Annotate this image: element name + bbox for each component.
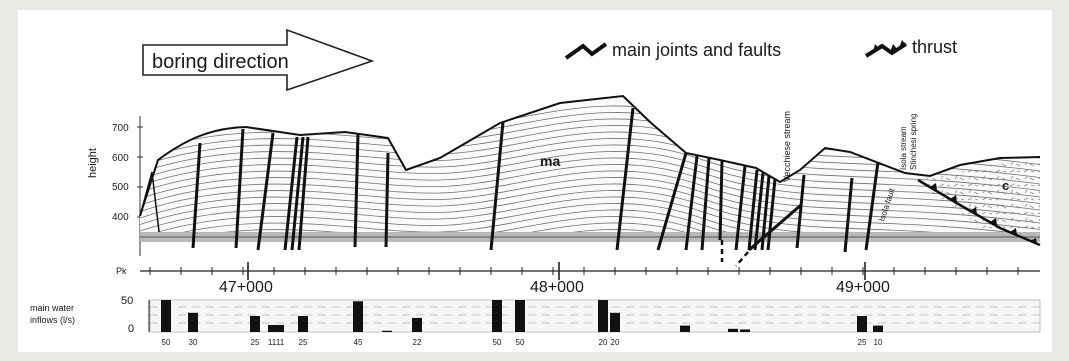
inflow-bar bbox=[412, 317, 422, 332]
fault-line bbox=[353, 132, 360, 248]
joints-legend-label: main joints and faults bbox=[612, 40, 781, 60]
vecchiese-stream-label: Vecchiese stream bbox=[782, 111, 792, 182]
height-tick-500: 500 bbox=[112, 182, 129, 193]
fault-line bbox=[795, 174, 806, 249]
height-tick-400: 400 bbox=[112, 212, 129, 223]
fault-line bbox=[283, 136, 299, 251]
stinchesi-spring-label: Stinchesi spring bbox=[909, 114, 918, 170]
fault-line bbox=[290, 136, 305, 251]
inflow-bar bbox=[873, 325, 883, 332]
inflow-bar bbox=[188, 312, 198, 332]
joint-line-icon bbox=[564, 42, 608, 60]
inflow-bar bbox=[680, 325, 690, 332]
unit-ma-label: ma bbox=[540, 153, 560, 169]
fault-line bbox=[843, 177, 854, 253]
inflow-axis-title-1: main water bbox=[30, 303, 74, 313]
inflow-bar bbox=[610, 312, 620, 332]
inflow-bar-label: 22 bbox=[413, 338, 422, 347]
inflow-bar bbox=[161, 300, 171, 332]
height-tick-600: 600 bbox=[112, 153, 129, 164]
fault-line bbox=[615, 107, 635, 251]
height-axis: height 700 600 500 400 bbox=[87, 116, 143, 256]
chainage-prefix: Pk bbox=[116, 266, 127, 276]
water-inflow-chart: main water inflows (l/s) 50 0 50 30 25 11 11… bbox=[30, 295, 1041, 347]
fault-line bbox=[384, 152, 390, 248]
height-tick-700: 700 bbox=[112, 123, 129, 134]
inflow-bar bbox=[598, 300, 608, 332]
fault-line bbox=[747, 169, 759, 251]
inflow-bar-label: 50 bbox=[493, 338, 502, 347]
fault-line bbox=[656, 152, 688, 251]
inflow-bar bbox=[382, 330, 392, 332]
fault-line bbox=[864, 161, 880, 251]
inflow-tick-0: 0 bbox=[128, 323, 134, 335]
inflow-bar bbox=[298, 316, 308, 332]
inferred-fault-line bbox=[735, 251, 749, 267]
inflow-bar bbox=[728, 328, 738, 332]
inflow-tick-50: 50 bbox=[121, 295, 133, 307]
isola-stream-label: Isola stream bbox=[899, 126, 908, 170]
inflow-bar-label: 50 bbox=[162, 338, 171, 347]
inferred-faults-group bbox=[720, 240, 749, 267]
faults-group bbox=[191, 107, 880, 253]
unit-c-label: c bbox=[1002, 178, 1009, 193]
fault-line bbox=[766, 178, 777, 251]
chainage-47000: 47+000 bbox=[219, 279, 273, 296]
inflow-bar-label: 11 bbox=[268, 338, 277, 347]
boring-direction-label: boring direction bbox=[152, 51, 289, 73]
fault-line bbox=[256, 132, 275, 251]
stratum-line bbox=[140, 138, 1040, 191]
inflow-bar-label: 25 bbox=[858, 338, 867, 347]
inflow-bar-label: 20 bbox=[611, 338, 620, 347]
left-fold-line bbox=[139, 171, 161, 241]
fault-line bbox=[297, 136, 310, 251]
inflow-bar-label: 25 bbox=[251, 338, 260, 347]
fault-line bbox=[684, 155, 699, 251]
inflow-bar-label: 45 bbox=[354, 338, 363, 347]
inflow-bar bbox=[268, 324, 276, 332]
inflow-bar-label: 30 bbox=[189, 338, 198, 347]
inflow-bar-label: 25 bbox=[299, 338, 308, 347]
thrust-legend-label: thrust bbox=[912, 37, 957, 57]
inflow-bar bbox=[492, 300, 502, 332]
ground-surface-profile bbox=[139, 94, 1041, 217]
thrust-legend: thrust bbox=[864, 37, 957, 58]
inflow-bar bbox=[740, 329, 750, 332]
fault-line bbox=[700, 157, 711, 251]
stratum-line bbox=[140, 209, 1040, 242]
inflow-bar bbox=[857, 316, 867, 332]
stratum-line bbox=[140, 216, 1040, 242]
stratum-line bbox=[140, 125, 1040, 178]
fault-line bbox=[234, 128, 245, 249]
fault-line bbox=[718, 160, 724, 241]
chainage-ruler: Pk 47+000 48+000 49+000 bbox=[116, 262, 1040, 296]
height-axis-title: height bbox=[87, 148, 99, 178]
chainage-48000: 48+000 bbox=[530, 279, 584, 296]
boring-direction-arrow: boring direction bbox=[142, 28, 375, 92]
inflow-bar-label: 10 bbox=[874, 338, 883, 347]
stratum-line bbox=[140, 131, 1040, 185]
inflow-axis-title-2: inflows (l/s) bbox=[30, 315, 75, 325]
inflow-bar-label: 11 bbox=[276, 338, 285, 347]
fault-line bbox=[734, 165, 747, 251]
inflow-bar bbox=[353, 301, 363, 332]
inflow-bar bbox=[515, 300, 525, 332]
inflow-bar bbox=[276, 324, 284, 332]
chainage-49000: 49+000 bbox=[836, 279, 890, 296]
fault-line bbox=[753, 172, 765, 251]
fault-line bbox=[489, 121, 505, 251]
inflow-bar bbox=[250, 316, 260, 332]
unit-c-zone bbox=[915, 157, 1040, 242]
inflow-bar-label: 50 bbox=[516, 338, 525, 347]
thrust-teeth-icon bbox=[873, 40, 906, 52]
fault-line bbox=[191, 142, 202, 249]
fault-line bbox=[748, 203, 802, 252]
joints-legend: main joints and faults bbox=[564, 40, 781, 60]
thrust-fault bbox=[917, 178, 1041, 247]
inflow-bar-label: 20 bbox=[599, 338, 608, 347]
